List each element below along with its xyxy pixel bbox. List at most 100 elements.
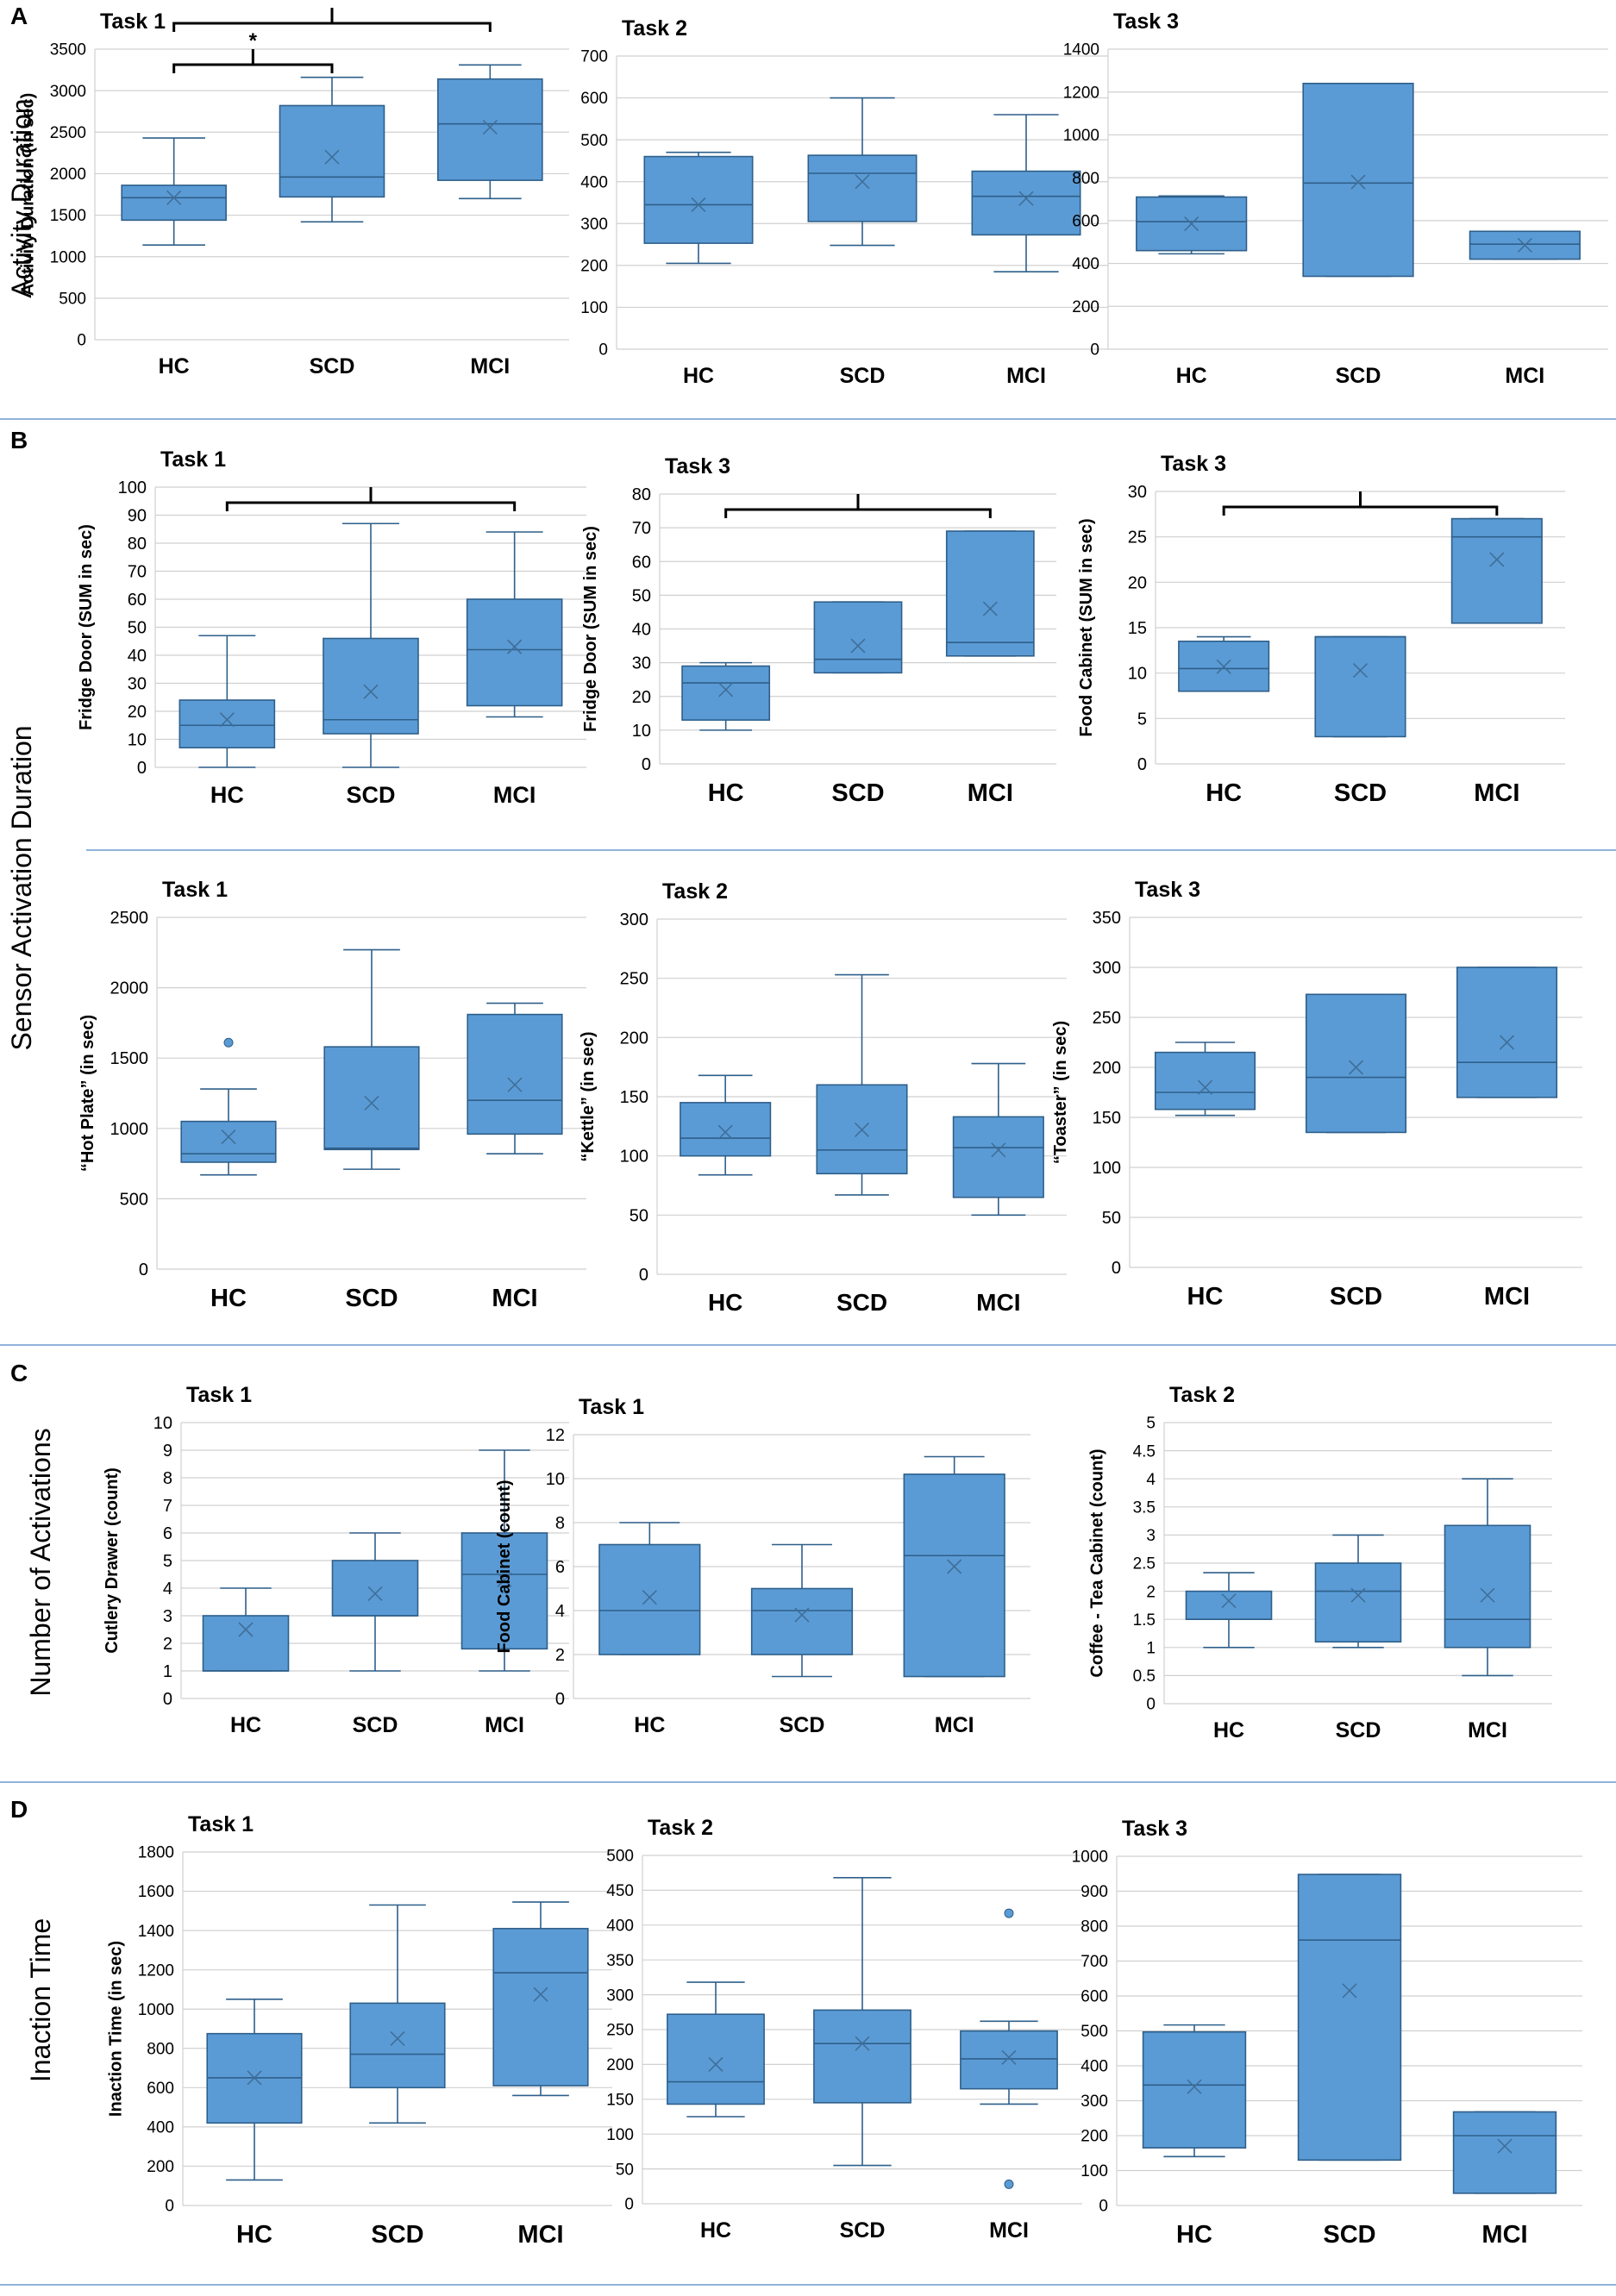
box-mci: MCI [971,114,1081,388]
x-category-label: MCI [1481,2221,1527,2249]
y-tick-label: 10 [632,722,651,741]
mean-marker [1480,1587,1495,1603]
y-tick-label: 100 [118,479,147,497]
box-scd: SCD [323,948,420,1312]
mean-marker [363,684,379,699]
y-tick-label: 1500 [110,1049,149,1068]
iqr-box [1305,993,1407,1134]
box-hc: HC [643,151,754,388]
box-hc: HC [179,635,276,808]
iqr-box [1297,1874,1402,2161]
chart-panel-d3: 0 100 200 300 400 500 600 700 800 900 1000 Task 3 HC… [1072,1817,1582,2249]
iqr-box [1314,635,1406,738]
y-tick-label: 2500 [50,124,86,142]
y-tick-label: 30 [128,675,147,694]
y-tick-label: 0 [555,1690,565,1709]
x-category-label: SCD [1334,779,1387,807]
iqr-box [1142,2030,1247,2149]
y-tick-label: 80 [128,535,147,554]
x-category-label: MCI [517,2221,563,2249]
chart-title: Task 3 [1135,878,1200,902]
box-hc: HC [667,1981,765,2243]
y-tick-label: 400 [580,173,608,191]
iqr-box [1185,1590,1273,1620]
significance-bracket [724,494,992,518]
y-tick-label: 80 [632,485,651,504]
mean-marker [1221,1593,1237,1609]
y-tick-label: 0 [1112,1259,1121,1278]
iqr-box [1469,230,1581,260]
x-category-label: HC [1176,364,1207,388]
iqr-box [1450,517,1543,624]
box-mci: MCI [903,1455,1005,1737]
iqr-box [437,78,543,181]
outlier-point [1004,2179,1014,2189]
y-tick-label: 0 [639,1266,648,1285]
y-tick-label: 40 [632,621,651,640]
x-category-label: SCD [840,2218,886,2243]
iqr-box [1444,1524,1531,1648]
y-tick-label: 200 [1093,1059,1121,1078]
x-category-label: HC [1176,2221,1212,2249]
y-tick-label: 150 [620,1088,648,1107]
y-tick-label: 350 [1093,909,1121,928]
box-scd: SCD [1314,1534,1402,1742]
iqr-box [813,2009,911,2104]
iqr-box [960,2030,1058,2090]
y-axis-label: Inaction Time (in sec) [107,1941,126,2117]
section-title-c: Number of Activations [25,1428,56,1696]
y-tick-label: 500 [59,291,86,309]
y-tick-label: 1 [163,1662,172,1681]
mean-marker [324,149,340,165]
box-hc: HC [121,137,227,378]
x-category-label: MCI [1006,364,1046,388]
box-mci: MCI [952,1062,1044,1316]
y-tick-label: 900 [1080,1883,1108,1901]
y-tick-label: 0 [163,1690,172,1709]
y-tick-label: 200 [580,258,608,276]
iqr-box [492,1928,589,2086]
y-tick-label: 700 [1080,1953,1108,1971]
y-tick-label: 0 [642,755,651,774]
iqr-box [323,637,419,735]
box-mci: MCI [945,530,1035,807]
x-category-label: MCI [1468,1718,1507,1742]
iqr-box [467,1013,563,1135]
iqr-box [598,1543,701,1655]
y-tick-label: 50 [632,586,651,605]
box-scd: SCD [1297,1874,1402,2249]
mean-marker [1497,2138,1513,2154]
iqr-box [202,1615,290,1672]
box-hc: HC [1154,1042,1256,1311]
mean-marker [1001,2049,1017,2065]
y-tick-label: 1400 [138,1923,174,1941]
y-tick-label: 8 [555,1514,565,1533]
y-tick-label: 300 [1080,2093,1108,2111]
y-tick-label: 10 [128,731,147,750]
box-hc: HC [1185,1572,1273,1742]
chart-panel-d2: 0 50 100 150 200 250 300 350 400 450 500 Task 2 HC SC… [606,1816,1082,2243]
y-tick-label: 30 [632,654,651,673]
chart-panel-b2: 0 10 20 30 40 50 60 70 80 Task 3 Fridge Door (SUM … [581,454,1056,807]
y-tick-label: 450 [606,1882,634,1900]
box-hc: HC [680,1074,772,1316]
y-tick-label: 2000 [50,166,86,184]
y-tick-label: 0 [1137,755,1147,774]
y-tick-label: 2 [1146,1583,1156,1601]
y-axis-label: Activity Duration (in sec) [19,93,38,297]
box-mci: MCI [960,1908,1058,2243]
y-tick-label: 2000 [110,979,149,998]
chart-panel-b1: 0 10 20 30 40 50 60 70 80 90 100 Task 1 Fridge Door … [77,447,586,808]
mean-marker [1350,174,1366,190]
mean-marker [247,2070,262,2086]
y-axis-label: Food Cabinet (SUM in sec) [1077,518,1096,736]
y-tick-label: 0 [165,2198,174,2216]
mean-marker [1018,191,1034,206]
y-tick-label: 1000 [50,248,86,266]
y-tick-label: 100 [580,299,608,317]
x-category-label: SCD [1336,364,1381,388]
chart-title: Task 2 [1169,1383,1235,1407]
box-scd: SCD [279,76,385,378]
y-tick-label: 20 [1128,573,1147,592]
mean-marker [1352,662,1369,679]
